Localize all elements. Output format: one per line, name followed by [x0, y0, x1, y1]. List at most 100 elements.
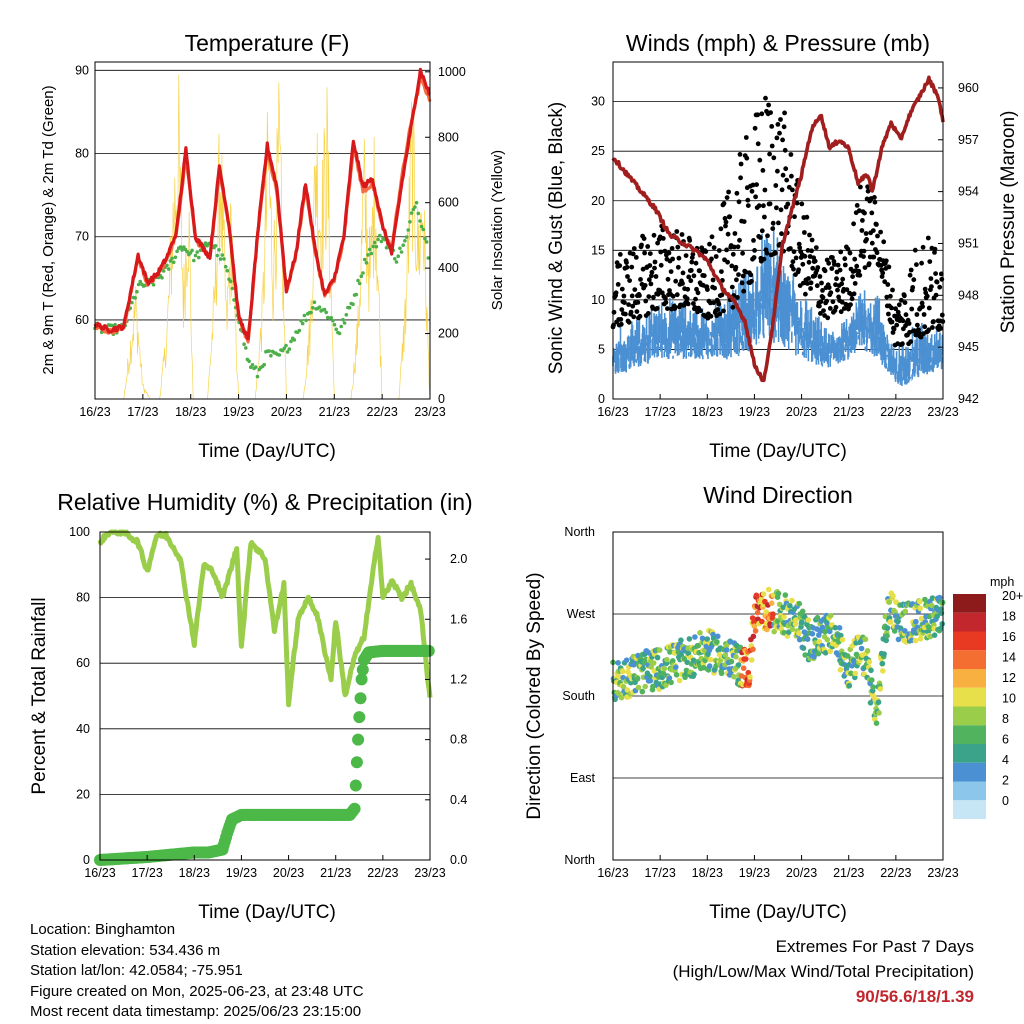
- gust-point: [906, 321, 912, 326]
- gust-point: [796, 267, 801, 273]
- gust-point: [670, 256, 675, 262]
- rh-ytick-label: 80: [76, 591, 90, 605]
- gust-point: [637, 293, 642, 298]
- gust-point: [918, 334, 924, 340]
- gust-point: [613, 290, 619, 296]
- dewpoint-point: [356, 278, 360, 283]
- gust-point: [903, 312, 909, 318]
- dewpoint-point: [423, 236, 427, 241]
- gust-point: [737, 237, 742, 243]
- gust-point: [637, 313, 643, 319]
- direction-point: [703, 643, 710, 650]
- precip-point: [353, 711, 366, 724]
- dewpoint-point: [135, 289, 139, 294]
- gust-point: [909, 306, 915, 312]
- direction-point: [667, 649, 673, 655]
- direction-point: [699, 635, 706, 642]
- rh-xtick-label: 20/23: [273, 866, 304, 880]
- gust-point: [841, 306, 847, 311]
- direction-point: [759, 618, 765, 625]
- direction-point: [715, 633, 721, 640]
- colorbar-swatch: [953, 744, 986, 763]
- temp-xtick-label: 17/23: [127, 405, 158, 419]
- gust-point: [654, 306, 660, 311]
- gust-point: [724, 247, 729, 253]
- gust-point: [863, 231, 869, 236]
- direction-point: [836, 625, 843, 631]
- gust-point: [833, 282, 838, 288]
- direction-point: [858, 645, 865, 652]
- dewpoint-point: [398, 246, 402, 251]
- gust-point: [771, 155, 777, 161]
- gust-point: [751, 238, 756, 243]
- dewpoint-point: [317, 305, 322, 310]
- gust-point: [800, 261, 806, 267]
- gust-point: [762, 187, 768, 193]
- gust-point: [701, 273, 707, 279]
- precip-point: [350, 756, 363, 769]
- rh-y2tick-label: 1.2: [450, 672, 467, 686]
- gust-point: [663, 300, 669, 305]
- gust-point: [730, 304, 736, 310]
- winds-xtick-label: 19/23: [739, 405, 770, 419]
- dewpoint-point: [341, 317, 345, 322]
- direction-point: [718, 670, 725, 677]
- gust-point: [685, 286, 691, 292]
- rh-xtick-label: 23/23: [414, 866, 445, 880]
- direction-point: [804, 636, 811, 642]
- gust-point: [896, 302, 902, 308]
- gust-point: [774, 135, 780, 141]
- dewpoint-point: [299, 319, 303, 323]
- direction-point: [883, 637, 889, 644]
- direction-point: [692, 634, 698, 640]
- gust-point: [725, 231, 731, 237]
- temp-y2tick-label: 800: [438, 130, 459, 144]
- humidity-panel: Relative Humidity (%) & Precipitation (i…: [29, 489, 473, 923]
- direction-point: [884, 625, 891, 631]
- rh-gridlines: [100, 597, 430, 795]
- gust-point: [911, 277, 917, 283]
- rh-line: [97, 529, 433, 708]
- gust-point: [651, 232, 657, 238]
- gust-point: [840, 276, 846, 282]
- rh-xtick-label: 16/23: [84, 866, 115, 880]
- gust-point: [725, 259, 730, 265]
- direction-point: [642, 683, 648, 690]
- gust-point: [856, 268, 862, 274]
- gust-point: [665, 276, 671, 282]
- colorbar-swatch: [953, 706, 986, 726]
- colorbar-swatch: [953, 594, 986, 613]
- winds-plot-frame: [612, 61, 944, 400]
- gust-point: [889, 319, 895, 325]
- dewpoint-point: [138, 279, 142, 284]
- direction-point: [654, 654, 661, 661]
- gust-point: [835, 262, 841, 268]
- gust-point: [631, 314, 637, 320]
- gust-point: [761, 203, 766, 209]
- gust-point: [629, 293, 635, 299]
- gust-point: [802, 230, 807, 235]
- gust-point: [680, 270, 686, 276]
- colorbar-label: 0: [1002, 794, 1009, 808]
- gust-point: [695, 290, 701, 296]
- gust-point: [871, 254, 877, 260]
- gust-point: [626, 319, 632, 325]
- dewpoint-point: [161, 269, 166, 273]
- direction-point: [731, 673, 737, 680]
- gust-point: [900, 341, 905, 347]
- gust-point: [807, 254, 813, 259]
- gust-point: [675, 244, 681, 250]
- gust-point: [791, 266, 796, 272]
- dir-title: Wind Direction: [703, 482, 853, 508]
- direction-point: [938, 606, 944, 612]
- gust-point: [782, 110, 787, 116]
- temp-ytick-label: 60: [75, 313, 89, 327]
- gust-point: [717, 311, 723, 317]
- gust-point: [719, 269, 724, 274]
- direction-point: [862, 636, 869, 643]
- gust-point: [815, 265, 821, 270]
- direction-point: [771, 628, 777, 635]
- gust-point: [779, 187, 785, 193]
- direction-point: [623, 657, 630, 663]
- gust-point: [623, 311, 628, 317]
